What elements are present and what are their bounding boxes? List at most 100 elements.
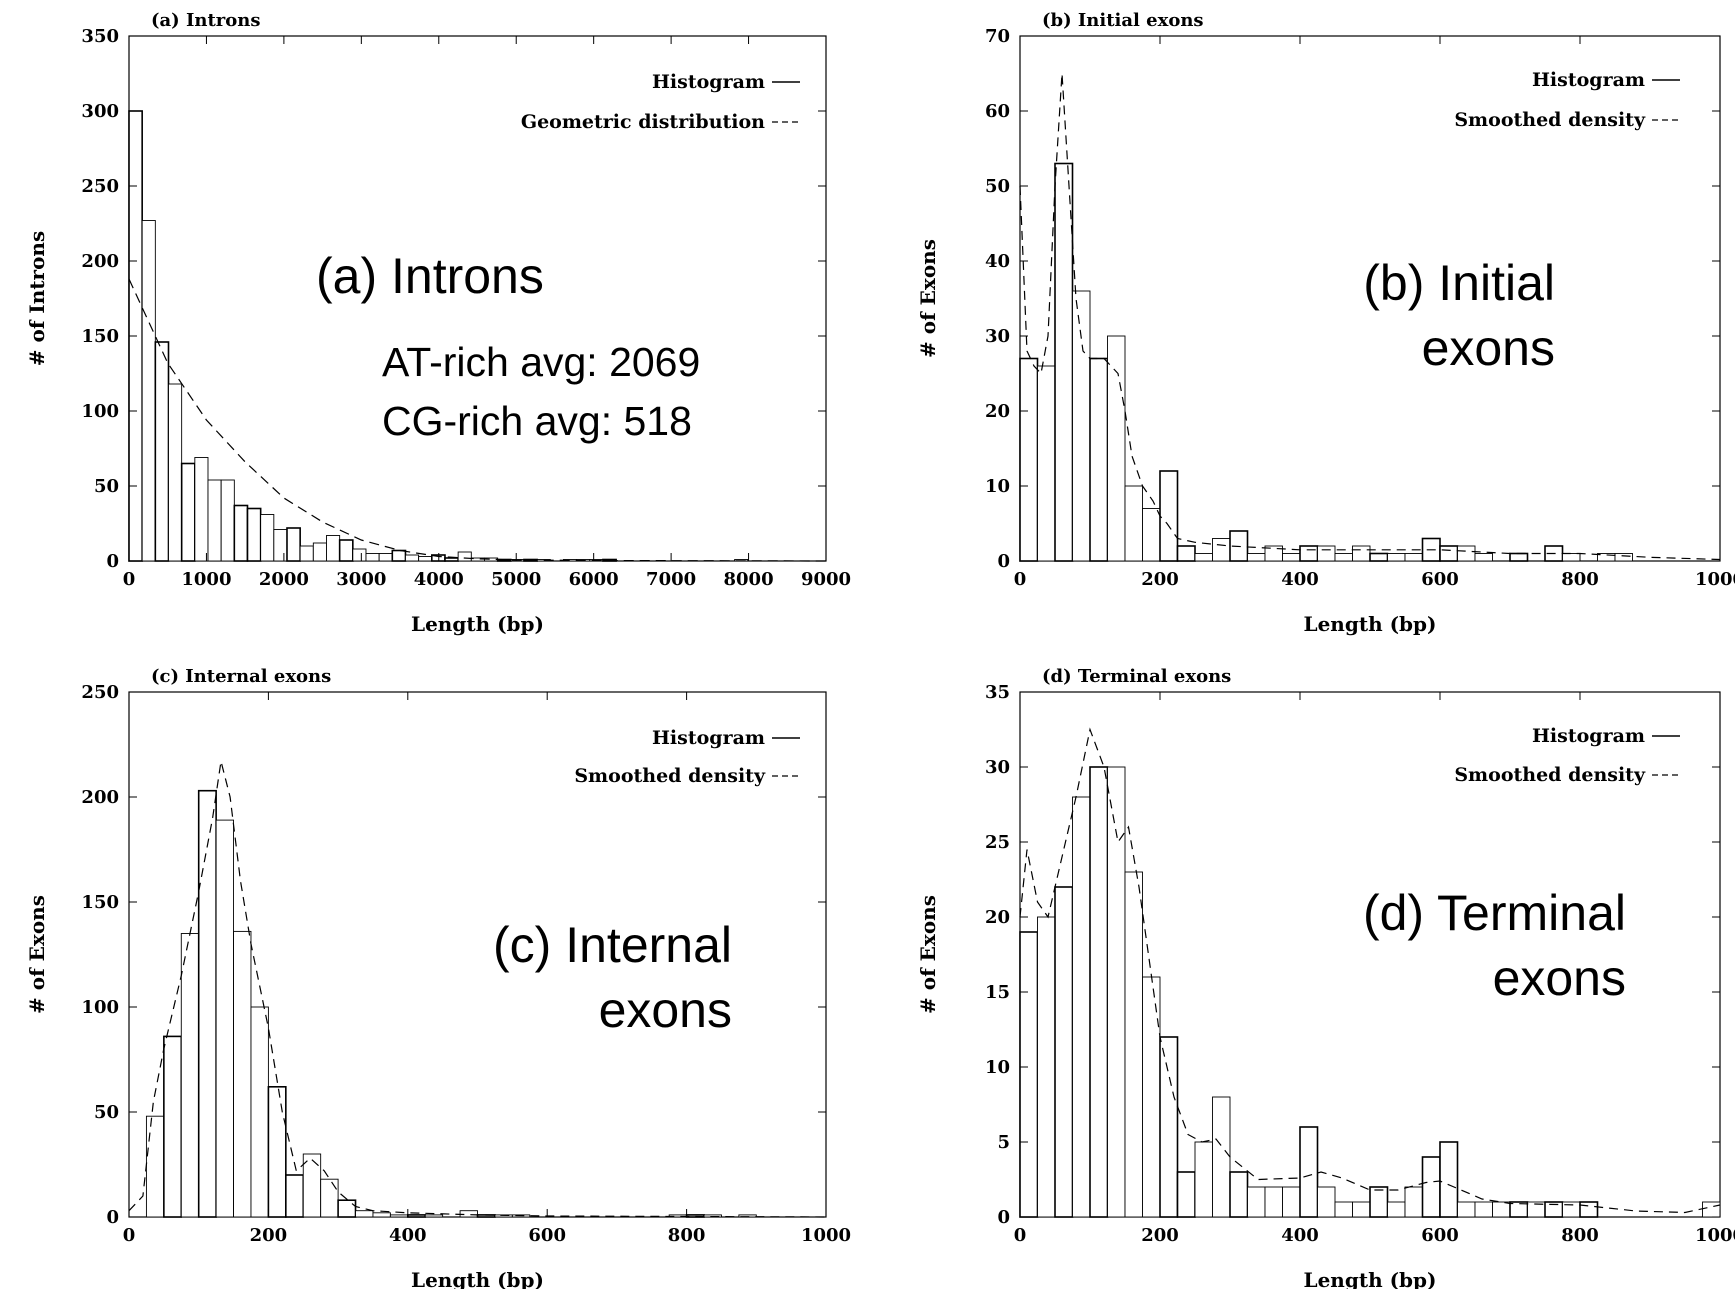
histogram-bar — [1124, 485, 1143, 562]
panel-title-d: (d) Terminal exons — [1042, 666, 1231, 687]
x-axis-label-b: Length (bp) — [1304, 612, 1437, 636]
histogram-bar — [1299, 1126, 1319, 1218]
histogram-bar — [1404, 1186, 1423, 1218]
histogram-bar — [163, 1035, 183, 1218]
y-tick-label: 200 — [81, 787, 119, 808]
histogram-bar — [1369, 552, 1389, 562]
histogram-bar — [1212, 538, 1231, 562]
overlay-a-at-rich: AT-rich avg: 2069 — [382, 339, 700, 385]
x-tick-label: 1000 — [181, 569, 231, 590]
x-tick-label: 200 — [1141, 569, 1179, 590]
panel-title-c: (c) Internal exons — [151, 666, 331, 687]
y-tick-label: 15 — [985, 982, 1010, 1003]
x-tick-label: 400 — [389, 1225, 427, 1246]
density-curve-c — [128, 761, 827, 1218]
overlay-c-line1: (c) Internal — [493, 917, 732, 973]
histogram-bar — [1317, 1186, 1336, 1218]
histogram-bar — [1142, 508, 1161, 562]
histogram-bar — [1387, 1201, 1406, 1218]
histogram-bar — [337, 1199, 357, 1218]
histogram-bar — [285, 1174, 305, 1218]
histogram-bar — [246, 507, 262, 562]
panel-a: 0 1000 2000 3000 4000 5000 6000 7000 8000 9000 0 50… — [25, 10, 851, 636]
x-tick-label: 5000 — [491, 569, 541, 590]
histogram-bar — [1562, 553, 1581, 562]
histogram-bar — [424, 1214, 444, 1218]
x-tick-label: 0 — [123, 569, 136, 590]
histogram-bar — [418, 556, 433, 562]
y-tick-label: 0 — [106, 1207, 119, 1228]
y-tick-label: 250 — [81, 682, 119, 703]
histogram-bar — [459, 1210, 478, 1218]
density-curve-b — [1019, 73, 1721, 561]
histogram-bar — [1421, 1156, 1441, 1218]
x-tick-label: 400 — [1281, 1225, 1319, 1246]
x-tick-label: 9000 — [801, 569, 851, 590]
histogram-bar — [1159, 1036, 1179, 1218]
y-tick-label: 0 — [997, 1207, 1010, 1228]
histogram-bar — [1702, 1201, 1721, 1218]
x-tick-label: 0 — [1014, 569, 1027, 590]
y-tick-label: 10 — [985, 1057, 1010, 1078]
histogram-bar — [197, 789, 217, 1218]
x-tick-label: 600 — [1421, 1225, 1459, 1246]
histogram-bar — [1037, 365, 1056, 562]
histogram-bar — [1439, 545, 1459, 562]
histogram-bar — [1299, 545, 1319, 562]
y-tick-label: 60 — [985, 101, 1010, 122]
panel-title-b: (b) Initial exons — [1042, 10, 1204, 31]
histogram-bar — [141, 220, 156, 562]
histogram-bar — [1387, 553, 1406, 562]
histogram-bar — [1142, 976, 1161, 1218]
histogram-bar — [1369, 1186, 1389, 1218]
histogram-bar — [1474, 1201, 1493, 1218]
x-axis-label-a: Length (bp) — [411, 612, 544, 636]
histogram-bar — [1054, 162, 1074, 562]
histogram-bar — [267, 1086, 287, 1218]
overlay-d-line2: exons — [1493, 950, 1626, 1006]
histogram-bar — [378, 553, 393, 562]
histogram-bar — [154, 341, 170, 562]
x-tick-label: 1000 — [1695, 1225, 1735, 1246]
legend-label-curve: Smoothed density — [1454, 109, 1646, 131]
histogram-bar — [260, 514, 275, 562]
histogram-bar — [1176, 1171, 1196, 1218]
x-tick-label: 7000 — [646, 569, 696, 590]
y-tick-label: 0 — [106, 551, 119, 572]
panel-d: 0 200 400 600 800 1000 0 5 10 15 20 25 30 35 (d) Termi… — [916, 666, 1735, 1289]
histogram-bar — [1124, 871, 1143, 1218]
histogram-bar — [338, 539, 354, 562]
y-tick-label: 300 — [81, 101, 119, 122]
histogram-bar — [1317, 545, 1336, 562]
histogram-bar — [1334, 553, 1353, 562]
histogram-bar — [355, 1210, 374, 1218]
histogram-bar — [207, 479, 222, 562]
y-tick-label: 250 — [81, 176, 119, 197]
x-tick-label: 0 — [123, 1225, 136, 1246]
histogram-bar — [1019, 357, 1039, 562]
x-tick-label: 600 — [1421, 569, 1459, 590]
y-tick-label: 5 — [997, 1132, 1010, 1153]
x-tick-label: 8000 — [724, 569, 774, 590]
panel-b: 0 200 400 600 800 1000 0 10 20 30 40 50 60 70 (b) Init… — [916, 10, 1735, 636]
histogram-bar — [220, 479, 235, 562]
histogram-bar — [286, 527, 301, 562]
histogram-bar — [1579, 1201, 1599, 1218]
histogram-bar — [1264, 1186, 1283, 1218]
histogram-bar — [1282, 553, 1301, 562]
y-tick-label: 30 — [985, 757, 1010, 778]
histogram-bar — [1037, 916, 1056, 1218]
y-tick-label: 200 — [81, 251, 119, 272]
y-axis-label-a: # of Introns — [25, 231, 49, 366]
histogram-bar — [180, 462, 196, 562]
histogram-bar — [312, 542, 327, 562]
histogram-bar — [1614, 553, 1633, 562]
x-tick-label: 0 — [1014, 1225, 1027, 1246]
legend-label-curve: Smoothed density — [1454, 764, 1646, 786]
y-tick-label: 350 — [81, 26, 119, 47]
overlay-b-line2: exons — [1422, 320, 1555, 376]
histogram-bar — [1282, 1186, 1301, 1218]
x-tick-label: 3000 — [336, 569, 386, 590]
histogram-bar — [273, 529, 288, 562]
